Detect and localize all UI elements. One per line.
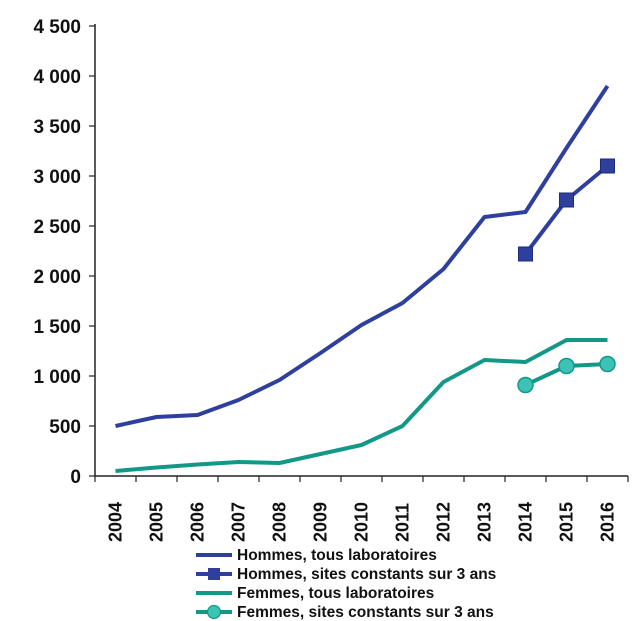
x-tick-label: 2006 xyxy=(188,502,208,542)
data-point-square xyxy=(600,158,615,174)
y-tick-label: 0 xyxy=(70,467,81,488)
y-tick-label: 3 000 xyxy=(33,167,81,188)
x-tick-label: 2015 xyxy=(557,502,577,542)
data-point-square xyxy=(518,246,533,262)
series-line-2 xyxy=(115,338,608,473)
x-tick-label: 2005 xyxy=(147,502,167,542)
y-tick-label: 4 000 xyxy=(33,67,81,88)
series-line-0 xyxy=(115,84,610,428)
y-tick-label: 1 000 xyxy=(33,367,81,388)
legend-label: Hommes, tous laboratoires xyxy=(237,547,437,564)
x-tick-label: 2012 xyxy=(434,502,454,542)
y-tick-label: 1 500 xyxy=(33,317,81,338)
data-point-circle xyxy=(558,357,575,375)
plot-area xyxy=(115,84,616,473)
data-point-circle xyxy=(599,355,616,373)
x-tick-label: 2004 xyxy=(106,502,126,542)
y-tick-label: 500 xyxy=(49,417,81,438)
x-tick-label: 2008 xyxy=(270,502,290,542)
x-tick-label: 2009 xyxy=(311,502,331,542)
series-line-1 xyxy=(523,164,609,256)
y-tick-label: 3 500 xyxy=(33,117,81,138)
legend-marker-circle xyxy=(206,604,222,620)
x-tick-label: 2014 xyxy=(516,502,536,542)
legend-marker-square xyxy=(208,568,220,580)
x-tick-label: 2010 xyxy=(352,502,372,542)
data-point-square xyxy=(559,192,574,208)
y-tick-label: 4 500 xyxy=(33,17,81,38)
y-tick-label: 2 000 xyxy=(33,267,81,288)
legend-label: Hommes, sites constants sur 3 ans xyxy=(237,566,496,583)
legend-label: Femmes, sites constants sur 3 ans xyxy=(237,604,494,621)
data-point-circle xyxy=(517,376,534,394)
x-tick-label: 2007 xyxy=(229,502,249,542)
x-tick-label: 2013 xyxy=(475,502,495,542)
y-tick-label: 2 500 xyxy=(33,217,81,238)
x-tick-label: 2011 xyxy=(393,503,413,542)
legend: Hommes, tous laboratoires Hommes, sites c… xyxy=(196,547,496,621)
x-axis: 2004 2005 2006 2007 2008 2009 2010 2011 2012 2013… xyxy=(94,476,629,542)
x-tick-label: 2016 xyxy=(598,502,618,542)
legend-label: Femmes, tous laboratoires xyxy=(237,585,434,602)
y-axis: 0 500 1 000 1 500 2 000 2 500 3 000 3 500 4 000 4… xyxy=(33,17,95,488)
